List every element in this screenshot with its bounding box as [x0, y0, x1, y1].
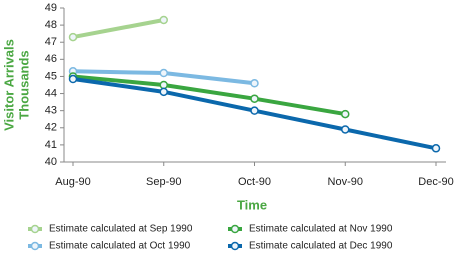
x-tick-label: Aug-90 [55, 176, 90, 188]
x-tick-label: Dec-90 [418, 176, 453, 188]
data-point [68, 32, 78, 42]
series-line [72, 74, 346, 117]
x-tick-label: Nov-90 [328, 176, 363, 188]
y-tick-label: 47 [45, 36, 57, 48]
y-tick-label: 46 [45, 53, 57, 65]
data-point [250, 79, 259, 88]
x-axis-label: Time [237, 197, 267, 212]
y-tick-label: 49 [45, 2, 57, 14]
data-point [341, 125, 350, 134]
y-tick-label: 44 [45, 87, 57, 99]
legend-marker [230, 241, 240, 251]
legend-label: Estimate calculated at Oct 1990 [49, 241, 191, 252]
legend-marker [30, 224, 40, 234]
legend-marker [230, 224, 240, 234]
data-point [250, 94, 259, 103]
data-point [159, 15, 168, 25]
data-point [159, 87, 168, 97]
data-point [341, 109, 350, 119]
legend-label: Estimate calculated at Sep 1990 [49, 224, 193, 235]
y-tick-label: 40 [45, 156, 57, 168]
legend-marker [30, 241, 40, 251]
y-tick-label: 43 [45, 105, 57, 117]
legend-label: Estimate calculated at Nov 1990 [249, 224, 393, 235]
data-point [159, 80, 168, 90]
series-line [72, 18, 165, 40]
y-tick-label: 42 [45, 122, 57, 134]
data-point [431, 144, 441, 153]
y-tick-label: 48 [45, 19, 57, 31]
y-axis-label: Thousands [16, 50, 31, 119]
x-tick-label: Sep-90 [146, 176, 181, 188]
legend-label: Estimate calculated at Dec 1990 [249, 241, 393, 252]
y-tick-label: 45 [45, 70, 57, 82]
y-axis-label: Visitor Arrivals [1, 39, 16, 131]
x-tick-label: Oct-90 [238, 176, 271, 188]
data-point [68, 74, 78, 84]
data-point [250, 106, 259, 115]
y-tick-label: 41 [45, 139, 57, 151]
data-point [159, 68, 168, 78]
